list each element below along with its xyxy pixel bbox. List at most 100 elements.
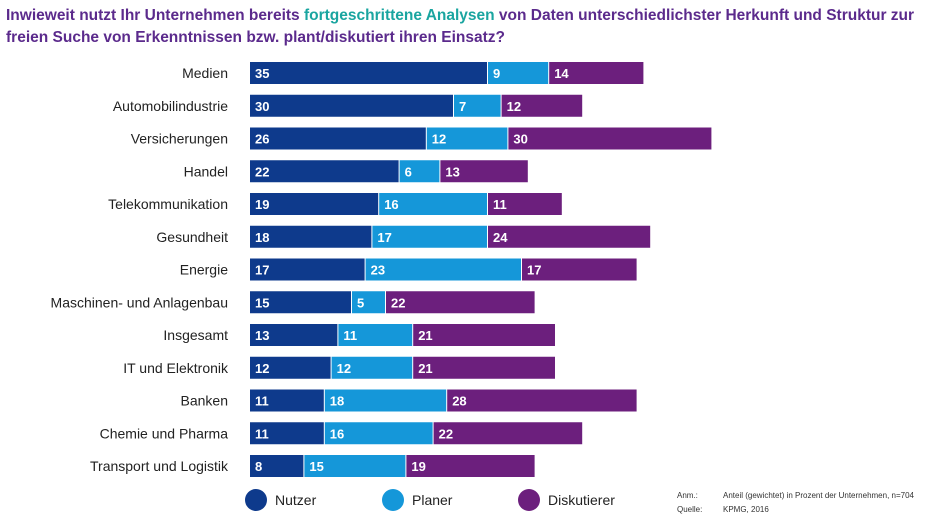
data-label-planer-energie: 23 (371, 263, 385, 278)
category-label-automobilindustrie: Automobilindustrie (113, 98, 228, 114)
bar-planer-handel (399, 160, 440, 183)
category-label-transport-und-logistik: Transport und Logistik (90, 458, 229, 474)
category-label-chemie-und-pharma: Chemie und Pharma (100, 425, 229, 441)
chart-title: Inwieweit nutzt Ihr Unternehmen bereits … (6, 5, 921, 49)
bar-nutzer-medien (250, 62, 487, 84)
data-label-nutzer-transport-und-logistik: 8 (255, 459, 262, 474)
category-label-telekommunikation: Telekommunikation (108, 196, 228, 212)
data-label-nutzer-automobilindustrie: 30 (255, 99, 269, 114)
data-label-planer-insgesamt: 11 (343, 328, 357, 343)
bar-nutzer-maschinen-und-anlagenbau (250, 291, 351, 314)
data-label-planer-telekommunikation: 16 (384, 197, 398, 212)
data-label-diskutierer-telekommunikation: 11 (493, 197, 507, 212)
data-label-nutzer-insgesamt: 13 (255, 328, 269, 343)
bar-nutzer-banken (250, 389, 324, 412)
category-label-banken: Banken (181, 393, 228, 409)
category-label-versicherungen: Versicherungen (131, 131, 228, 147)
data-label-nutzer-banken: 11 (255, 394, 269, 409)
category-label-medien: Medien (182, 65, 228, 81)
bar-nutzer-handel (250, 160, 399, 183)
data-label-planer-maschinen-und-anlagenbau: 5 (357, 295, 364, 310)
bar-planer-telekommunikation (379, 193, 487, 215)
bar-nutzer-versicherungen (250, 127, 426, 150)
bar-diskutierer-handel (440, 160, 528, 183)
bar-planer-banken (324, 389, 447, 412)
data-label-diskutierer-chemie-und-pharma: 22 (439, 426, 453, 441)
bar-diskutierer-versicherungen (508, 127, 712, 150)
data-label-nutzer-medien: 35 (255, 66, 269, 81)
data-label-diskutierer-energie: 17 (527, 263, 541, 278)
data-label-planer-handel: 6 (405, 164, 412, 179)
data-label-planer-gesundheit: 17 (377, 230, 391, 245)
legend-label-planer: Planer (412, 492, 453, 508)
note-anm-key: Anm.: (677, 491, 698, 500)
data-label-diskutierer-insgesamt: 21 (418, 328, 432, 343)
bar-nutzer-automobilindustrie (250, 94, 453, 117)
bar-nutzer-insgesamt (250, 324, 338, 346)
bar-nutzer-transport-und-logistik (250, 455, 304, 477)
title-part-1: Inwieweit nutzt Ihr Unternehmen bereits (6, 7, 304, 24)
bar-nutzer-gesundheit (250, 225, 372, 248)
data-label-planer-medien: 9 (493, 66, 500, 81)
bar-diskutierer-gesundheit (488, 225, 651, 248)
note-quelle-value: KPMG, 2016 (723, 505, 769, 514)
bar-diskutierer-it-und-elektronik (413, 356, 555, 379)
bar-diskutierer-energie (522, 258, 637, 281)
data-label-diskutierer-versicherungen: 30 (513, 132, 527, 147)
category-label-handel: Handel (184, 163, 228, 179)
data-label-diskutierer-it-und-elektronik: 21 (418, 361, 432, 376)
category-label-gesundheit: Gesundheit (156, 229, 228, 245)
data-label-diskutierer-transport-und-logistik: 19 (411, 459, 425, 474)
data-label-nutzer-handel: 22 (255, 164, 269, 179)
data-label-nutzer-chemie-und-pharma: 11 (255, 426, 269, 441)
bar-planer-medien (488, 62, 549, 84)
data-label-diskutierer-medien: 14 (554, 66, 569, 81)
category-label-maschinen-und-anlagenbau: Maschinen- und Anlagenbau (51, 294, 228, 310)
data-label-nutzer-maschinen-und-anlagenbau: 15 (255, 295, 269, 310)
data-label-nutzer-it-und-elektronik: 12 (255, 361, 269, 376)
data-label-planer-versicherungen: 12 (432, 132, 446, 147)
data-label-planer-automobilindustrie: 7 (459, 99, 466, 114)
category-label-insgesamt: Insgesamt (163, 327, 228, 343)
category-label-it-und-elektronik: IT und Elektronik (123, 360, 229, 376)
data-label-planer-chemie-und-pharma: 16 (330, 426, 344, 441)
data-label-planer-transport-und-logistik: 15 (309, 459, 323, 474)
category-label-energie: Energie (180, 262, 228, 278)
data-label-nutzer-telekommunikation: 19 (255, 197, 269, 212)
note-anm-value: Anteil (gewichtet) in Prozent der Untern… (723, 491, 914, 500)
bar-planer-energie (365, 258, 521, 281)
bar-planer-automobilindustrie (454, 94, 501, 117)
bar-diskutierer-transport-und-logistik (406, 455, 535, 477)
data-label-diskutierer-maschinen-und-anlagenbau: 22 (391, 295, 405, 310)
note-quelle: Quelle: KPMG, 2016 (677, 505, 769, 514)
bar-nutzer-telekommunikation (250, 193, 379, 215)
legend-item-planer: Planer (382, 487, 452, 513)
bar-planer-versicherungen (426, 127, 508, 150)
data-label-nutzer-versicherungen: 26 (255, 132, 269, 147)
note-anmerkung: Anm.: Anteil (gewichtet) in Prozent der U… (677, 491, 914, 500)
bar-planer-insgesamt (338, 324, 413, 346)
bar-planer-transport-und-logistik (304, 455, 406, 477)
bar-diskutierer-chemie-und-pharma (433, 422, 583, 445)
data-label-nutzer-gesundheit: 18 (255, 230, 269, 245)
bar-nutzer-chemie-und-pharma (250, 422, 324, 445)
legend-item-nutzer: Nutzer (245, 487, 316, 513)
legend-swatch-diskutierer (518, 489, 540, 511)
legend-label-diskutierer: Diskutierer (548, 492, 615, 508)
bar-diskutierer-banken (447, 389, 637, 412)
legend-label-nutzer: Nutzer (275, 492, 317, 508)
bar-diskutierer-medien (549, 62, 644, 84)
data-label-nutzer-energie: 17 (255, 263, 269, 278)
legend-swatch-nutzer (245, 489, 267, 511)
bar-planer-it-und-elektronik (331, 356, 413, 379)
bar-diskutierer-maschinen-und-anlagenbau (386, 291, 535, 314)
data-label-planer-banken: 18 (330, 394, 344, 409)
title-highlight: fortgeschrittene Analysen (303, 7, 495, 24)
data-label-diskutierer-handel: 13 (445, 164, 459, 179)
bar-planer-chemie-und-pharma (324, 422, 433, 445)
legend-item-diskutierer: Diskutierer (518, 487, 615, 513)
data-label-planer-it-und-elektronik: 12 (337, 361, 351, 376)
data-label-diskutierer-banken: 28 (452, 394, 466, 409)
data-label-diskutierer-gesundheit: 24 (493, 230, 508, 245)
